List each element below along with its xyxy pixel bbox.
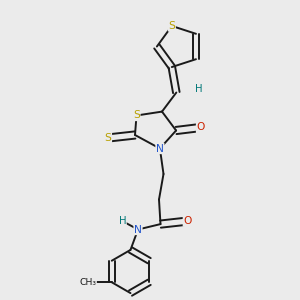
Text: H: H: [119, 216, 126, 226]
Text: N: N: [156, 143, 164, 154]
Text: O: O: [196, 122, 205, 133]
Text: S: S: [133, 110, 140, 121]
Text: CH₃: CH₃: [79, 278, 96, 287]
Text: S: S: [105, 133, 111, 143]
Text: H: H: [195, 84, 202, 94]
Text: S: S: [168, 21, 175, 31]
Text: O: O: [183, 216, 192, 226]
Text: N: N: [134, 224, 142, 235]
